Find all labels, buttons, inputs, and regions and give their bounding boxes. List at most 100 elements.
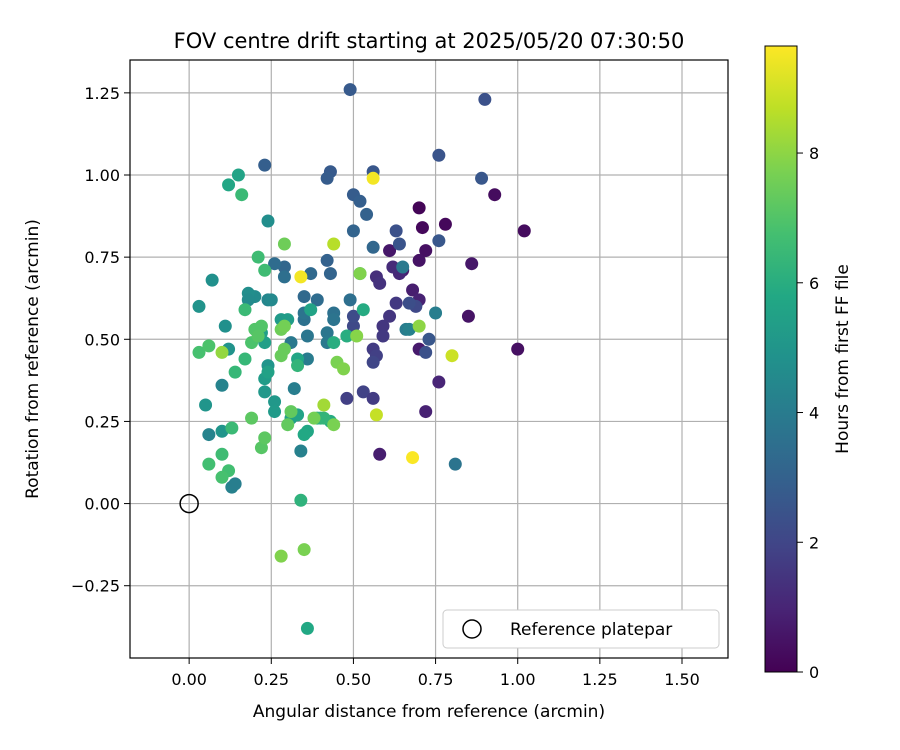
data-point: [366, 391, 380, 405]
data-point: [192, 299, 206, 313]
x-tick-label: 1.50: [664, 670, 700, 689]
y-tick-label: 0.25: [84, 412, 120, 431]
data-point: [415, 221, 429, 235]
data-point: [392, 237, 406, 251]
data-point: [202, 339, 216, 353]
data-point: [366, 171, 380, 185]
data-point: [346, 309, 360, 323]
x-tick-label: 0.75: [418, 670, 454, 689]
data-point: [307, 411, 321, 425]
data-point: [511, 342, 525, 356]
colorbar-tick-label: 0: [809, 663, 819, 682]
legend-marker: [462, 619, 482, 639]
data-point: [284, 405, 298, 419]
data-point: [320, 171, 334, 185]
data-point: [258, 385, 272, 399]
data-point: [300, 329, 314, 343]
data-point: [340, 329, 354, 343]
plot-frame: [129, 59, 729, 659]
data-point: [238, 352, 252, 366]
data-point: [228, 477, 242, 491]
y-tick-label: 0.50: [84, 330, 120, 349]
colorbar-tick-label: 2: [809, 533, 819, 552]
reference-point-marker: [179, 493, 199, 514]
data-point: [438, 217, 452, 231]
data-point: [215, 424, 229, 438]
data-point: [461, 309, 475, 323]
colorbar: 0 2 4 6 8 Hours from first FF file: [764, 45, 853, 682]
legend: Reference platepar: [442, 609, 720, 649]
y-tick-label: 0.00: [84, 495, 120, 514]
data-point: [419, 244, 433, 258]
colorbar-label: Hours from first FF file: [833, 264, 853, 454]
data-point: [386, 260, 400, 274]
x-axis-label: Angular distance from reference (arcmin): [253, 702, 605, 722]
x-tick-label: 0.00: [171, 670, 207, 689]
data-point: [475, 171, 489, 185]
data-point: [277, 237, 291, 251]
y-axis-label: Rotation from reference (arcmin): [23, 219, 43, 499]
data-point: [245, 411, 259, 425]
data-point: [241, 293, 255, 307]
x-tick-label: 1.25: [582, 670, 618, 689]
data-point: [205, 273, 219, 287]
data-point: [350, 329, 364, 343]
data-point: [258, 263, 272, 277]
data-point: [294, 493, 308, 507]
data-point: [268, 405, 282, 419]
data-point: [419, 405, 433, 419]
data-point: [215, 378, 229, 392]
data-point: [412, 201, 426, 215]
data-point: [340, 391, 354, 405]
data-point: [218, 319, 232, 333]
data-point: [517, 224, 531, 238]
data-point: [402, 296, 416, 310]
data-point: [199, 398, 213, 412]
data-point: [215, 447, 229, 461]
data-point: [277, 260, 291, 274]
colorbar-ticks: 0 2 4 6 8: [797, 144, 819, 682]
data-point: [465, 257, 479, 271]
data-point: [294, 444, 308, 458]
data-point: [343, 83, 357, 97]
data-point: [261, 365, 275, 379]
data-point: [231, 168, 245, 182]
data-point: [376, 329, 390, 343]
data-point: [432, 234, 446, 248]
data-point: [238, 303, 252, 317]
colorbar-tick-label: 6: [809, 274, 819, 293]
legend-entry: Reference platepar: [510, 620, 672, 640]
colorbar-tick-label: 4: [809, 404, 819, 423]
data-point: [297, 543, 311, 557]
data-point: [445, 349, 459, 363]
data-point: [432, 375, 446, 389]
grid: [130, 60, 728, 658]
colorbar-gradient: [764, 45, 798, 673]
y-tick-label: −0.25: [71, 577, 120, 596]
x-tick-label: 0.25: [253, 670, 289, 689]
data-point: [294, 270, 308, 284]
data-point: [291, 359, 305, 373]
data-point: [258, 158, 272, 172]
data-point: [268, 395, 282, 409]
data-point: [320, 253, 334, 267]
x-axis-ticks: 0.00 0.25 0.50 0.75 1.00 1.25 1.50: [171, 658, 700, 689]
colorbar-tick-label: 8: [809, 144, 819, 163]
data-point: [300, 352, 314, 366]
data-point: [327, 418, 341, 432]
data-point: [215, 470, 229, 484]
data-point: [202, 428, 216, 442]
data-point: [320, 326, 334, 340]
data-point: [353, 194, 367, 208]
data-point: [373, 276, 387, 290]
data-point: [304, 267, 318, 281]
data-point: [310, 293, 324, 307]
data-point: [254, 319, 268, 333]
data-point: [277, 319, 291, 333]
data-point: [323, 267, 337, 281]
data-point: [360, 207, 374, 221]
data-point: [277, 270, 291, 284]
data-point: [287, 382, 301, 396]
data-point: [346, 224, 360, 238]
